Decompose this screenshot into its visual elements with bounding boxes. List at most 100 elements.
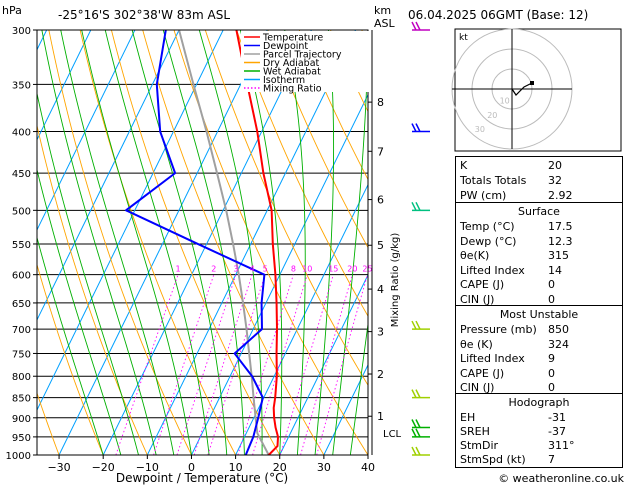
wind-barb-500	[411, 201, 430, 212]
hodograph-title: Hodograph	[508, 396, 570, 409]
hodograph-unit: kt	[459, 33, 468, 43]
index-row: K 20	[456, 158, 622, 173]
asl-unit: ASL	[374, 17, 396, 30]
dry-adiabat	[48, 30, 192, 455]
wet-adiabat	[81, 30, 192, 455]
index-label: θe (K)	[460, 337, 493, 351]
wet-adiabat	[104, 30, 210, 455]
mixing-ratio-line	[252, 274, 308, 455]
hodograph-indices-box: Hodograph EH -31 SREH -37 StmDir 311° StmSpd (k…	[455, 393, 623, 468]
wet-adiabat	[284, 30, 306, 455]
x-tick-label: −30	[47, 461, 70, 474]
indices-top-box: K 20 Totals Totals 32 PW (cm) 2.92	[455, 156, 623, 205]
most-unstable-row: CAPE (J) 0	[456, 366, 622, 381]
index-value: 0	[548, 381, 555, 394]
mixing-ratio-line	[316, 274, 368, 455]
wind-barbs	[411, 21, 430, 456]
mixing-ratio-line	[237, 274, 294, 455]
index-value: 311°	[548, 439, 575, 452]
x-tick-label: −10	[136, 461, 159, 474]
wet-adiabat	[37, 167, 122, 455]
dry-adiabat	[173, 30, 368, 455]
surface-title: Surface	[518, 205, 560, 218]
dry-adiabat	[37, 123, 148, 455]
pressure-label-600: 600	[12, 271, 31, 282]
index-label: Lifted Index	[460, 352, 525, 365]
isotherm-0	[191, 93, 368, 455]
wet-adiabat	[60, 30, 175, 455]
most-unstable-title: Most Unstable	[499, 308, 579, 321]
index-value: 17.5	[548, 220, 573, 233]
mixing-ratio-label: 2	[211, 265, 216, 274]
pressure-label-550: 550	[12, 240, 31, 251]
lcl-label: LCL	[383, 429, 402, 440]
km-label-5: 5	[377, 239, 384, 252]
dry-adiabat	[298, 30, 368, 181]
wind-barb-1000	[411, 446, 430, 456]
index-value: 20	[548, 159, 562, 172]
pressure-label-500: 500	[12, 206, 31, 217]
surface-box: Surface Temp (°C) 17.5 Dewp (°C) 12.3 θe(K) 31…	[455, 202, 623, 306]
index-value: 14	[548, 263, 562, 277]
pressure-label-900: 900	[12, 414, 31, 425]
hodograph-row: SREH -37	[456, 424, 622, 439]
index-label: K	[460, 159, 468, 172]
most-unstable-row: CIN (J) 0	[456, 380, 622, 395]
km-label-2: 2	[377, 368, 384, 381]
hodograph-ring-label: 10	[500, 96, 510, 105]
pressure-label-800: 800	[12, 372, 31, 383]
x-tick-label: −20	[92, 461, 115, 474]
index-label: CIN (J)	[460, 381, 495, 394]
surface-row: θe(K) 315	[456, 248, 622, 263]
plot-background	[37, 30, 368, 455]
hodograph-storm-marker	[530, 81, 534, 85]
index-label: SREH	[460, 425, 490, 438]
wet-adiabat	[349, 320, 368, 455]
mixing-ratio-label: 4	[250, 265, 255, 274]
datetime-title: 06.04.2025 06GMT (Base: 12)	[408, 8, 588, 22]
index-value: 0	[548, 292, 555, 306]
km-label-1: 1	[377, 410, 384, 423]
dry-adiabat	[204, 30, 368, 387]
most-unstable-row: θe (K) 324	[456, 337, 622, 352]
axes: 3003504004505005506006507007508008509009…	[6, 26, 402, 474]
pressure-label-1000: 1000	[6, 451, 31, 462]
index-label: CIN (J)	[460, 292, 495, 306]
x-tick-label: 20	[273, 461, 287, 474]
pressure-label-300: 300	[12, 26, 31, 37]
wind-barb-950	[411, 428, 430, 438]
plot-frame	[36, 29, 369, 456]
pressure-label-950: 950	[12, 433, 31, 444]
index-value: 9	[548, 352, 555, 365]
wind-barb-925	[411, 419, 430, 429]
grid-lines	[37, 30, 368, 455]
wind-barb-850	[411, 389, 430, 399]
surface-row: Temp (°C) 17.5	[456, 219, 622, 234]
surface-row: Lifted Index 14	[456, 263, 622, 278]
dry-adiabat	[37, 391, 60, 455]
mixing-ratio-label: 1	[176, 265, 181, 274]
hodograph-row: StmDir 311°	[456, 438, 622, 453]
legend-background	[241, 31, 370, 92]
surface-row: CAPE (J) 0	[456, 277, 622, 292]
location-title: -25°16'S 302°38'W 83m ASL	[58, 8, 230, 22]
index-label: Totals Totals	[460, 174, 527, 187]
index-value: 0	[548, 366, 555, 380]
hodograph-row: EH -31	[456, 410, 622, 425]
hodograph-row: StmSpd (kt) 7	[456, 452, 622, 467]
pressure-unit: hPa	[2, 4, 22, 17]
legend-label: Isotherm	[263, 75, 305, 86]
wet-adiabat	[37, 235, 104, 455]
index-label: Pressure (mb)	[460, 323, 537, 336]
wind-barb-700	[411, 320, 430, 330]
pressure-label-450: 450	[12, 169, 31, 180]
most-unstable-row: Pressure (mb) 850	[456, 322, 622, 337]
km-unit: km	[374, 4, 391, 17]
index-value: 12.3	[548, 234, 573, 248]
index-label: PW (cm)	[460, 189, 507, 202]
x-tick-label: 30	[317, 461, 331, 474]
pressure-label-700: 700	[12, 325, 31, 336]
mixing-ratio-line	[279, 274, 334, 455]
